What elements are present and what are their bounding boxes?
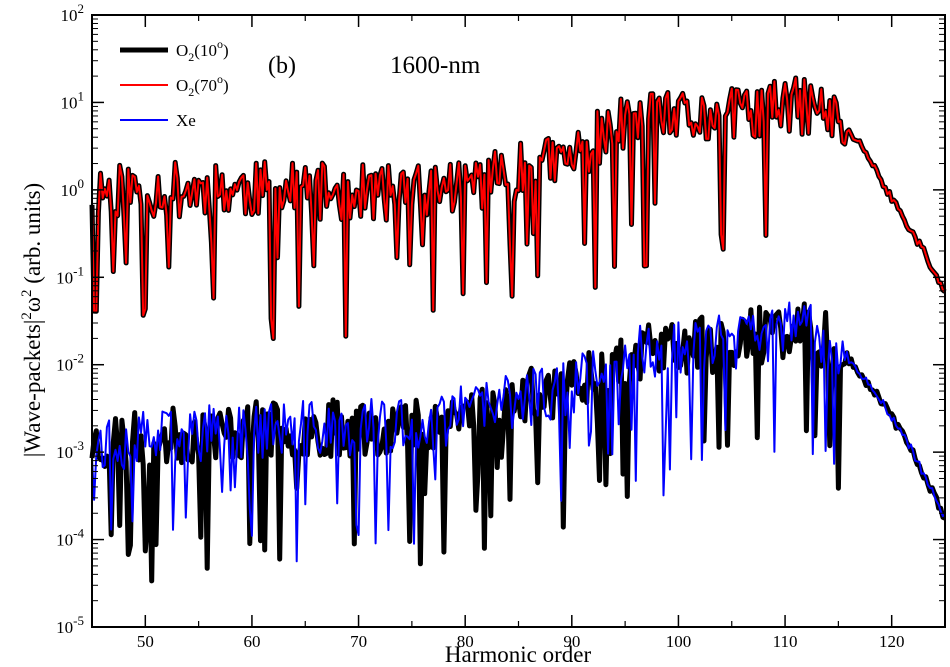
legend-label: O2(10o): [176, 37, 229, 64]
series-line-lower-3: [91, 301, 946, 563]
legend: O2(10o) O2(70o) Xe: [120, 37, 229, 130]
x-tick-label: 100: [666, 632, 692, 651]
wavelength-annotation: 1600-nm: [390, 52, 481, 79]
y-tick-label: 10-1: [56, 263, 84, 287]
x-axis-title: Harmonic order: [445, 642, 592, 667]
y-tick-label: 100: [61, 176, 85, 200]
x-tick-label: 120: [879, 632, 905, 651]
y-axis-title-omega: ω: [20, 297, 45, 312]
y-axis-title: |Wave-packets|2ω2 (arb. units): [19, 183, 45, 457]
y-axis-title-sup1: 2: [19, 312, 35, 320]
y-tick-label: 10-5: [56, 613, 84, 637]
legend-label: Xe: [176, 111, 196, 130]
x-tick-label: 90: [563, 632, 580, 651]
y-axis-title-sup2: 2: [19, 289, 35, 297]
panel-label: (b): [268, 53, 296, 79]
y-tick-label: 101: [61, 88, 85, 112]
x-tick-label: 80: [457, 632, 474, 651]
y-axis-title-base: |Wave-packets|: [20, 320, 45, 458]
series-layer: [89, 75, 947, 584]
y-tick-label: 102: [61, 1, 85, 25]
ticks-layer: 50 60 70 80 90 100 110 120 102 101 100 10-1 10-2 10-3…: [56, 1, 946, 651]
y-tick-label: 10-2: [56, 351, 84, 375]
x-tick-label: 50: [137, 632, 154, 651]
x-tick-label: 110: [773, 632, 798, 651]
y-tick-label: 10-3: [56, 438, 84, 462]
legend-label: O2(70o): [176, 72, 229, 99]
y-axis-title-units: (arb. units): [20, 183, 45, 290]
series-line-upper-1: [91, 77, 946, 340]
y-tick-label: 10-4: [56, 526, 84, 550]
x-tick-label: 60: [243, 632, 260, 651]
x-tick-label: 70: [350, 632, 367, 651]
